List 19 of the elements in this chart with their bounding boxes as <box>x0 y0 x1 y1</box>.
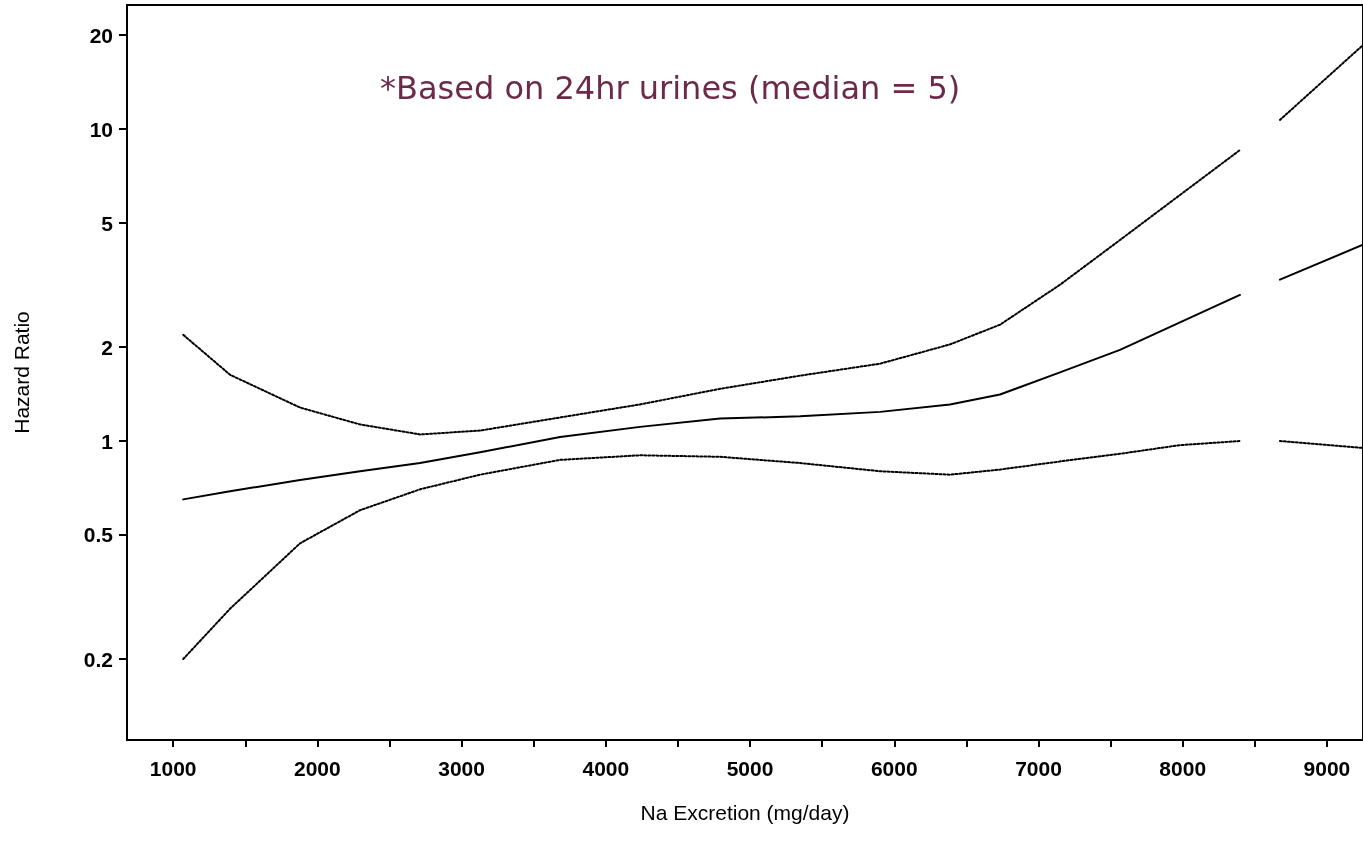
y-tick-label: 20 <box>89 23 113 47</box>
x-tick-label: 8000 <box>1159 757 1207 780</box>
x-tick-label: 9000 <box>1303 757 1351 780</box>
x-tick-label: 2000 <box>294 757 341 780</box>
y-tick-label: 1 <box>101 429 114 453</box>
y-tick-label: 2 <box>101 335 113 359</box>
y-axis-title: Hazard Ratio <box>10 311 33 434</box>
x-tick-label: 4000 <box>582 757 630 780</box>
x-axis-title: Na Excretion (mg/day) <box>640 801 850 824</box>
annotation: *Based on 24hr urines (median = 5) <box>380 69 961 107</box>
y-tick-label: 5 <box>101 211 114 235</box>
x-tick-label: 1000 <box>149 757 197 780</box>
y-tick-label: 0.2 <box>83 647 113 671</box>
x-tick-label: 6000 <box>870 757 918 780</box>
x-tick-label: 5000 <box>726 757 774 780</box>
y-tick-label: 0.5 <box>83 523 114 547</box>
x-tick-label: 7000 <box>1015 757 1062 780</box>
y-tick-label: 10 <box>89 117 113 141</box>
x-tick-label: 3000 <box>438 757 485 780</box>
